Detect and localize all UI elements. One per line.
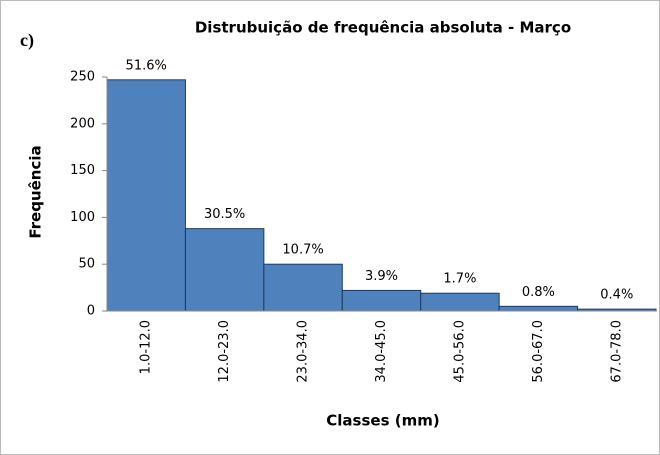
x-tick-label: 34.0-45.0: [374, 320, 389, 383]
y-tick-label: 150: [70, 163, 95, 178]
x-tick-label: 12.0-23.0: [217, 320, 232, 383]
bar-annotation: 30.5%: [204, 207, 245, 222]
y-tick-label: 200: [70, 116, 95, 131]
bar: [498, 305, 579, 312]
bar: [184, 228, 265, 312]
bar-annotation: 51.6%: [126, 58, 167, 73]
panel-label: c): [20, 30, 34, 51]
bar: [341, 289, 422, 312]
bar: [263, 263, 343, 312]
y-tick-label: 50: [78, 257, 95, 272]
bar-annotation: 0.8%: [522, 285, 555, 300]
x-tick-label: 1.0-12.0: [139, 320, 154, 374]
bar: [420, 292, 500, 312]
y-tick-label: 100: [70, 210, 95, 225]
x-tick-label: 45.0-56.0: [452, 320, 467, 383]
bar-annotation: 3.9%: [365, 269, 398, 284]
y-tick-label: 250: [70, 70, 95, 85]
x-tick-label: 67.0-78.0: [609, 320, 624, 383]
x-tick-label: 56.0-67.0: [531, 320, 546, 383]
bar-annotation: 10.7%: [282, 243, 323, 258]
bar-annotation: 1.7%: [443, 272, 476, 287]
x-tick-label: 23.0-34.0: [296, 320, 311, 383]
bar-annotation: 0.4%: [600, 288, 633, 303]
bar: [106, 79, 186, 312]
y-tick-label: 0: [87, 304, 95, 319]
x-axis-title: Classes (mm): [326, 412, 439, 430]
chart-title: Distrubuição de frequência absoluta - Ma…: [195, 19, 571, 37]
y-axis-title: Frequência: [27, 145, 45, 238]
